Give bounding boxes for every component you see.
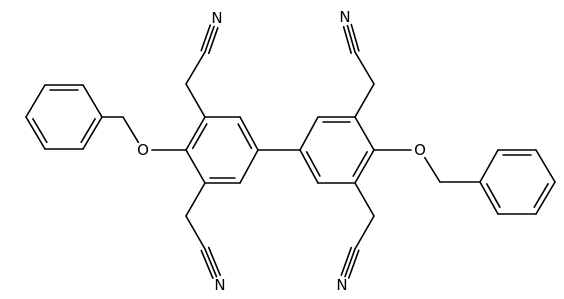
bond xyxy=(239,116,259,151)
bond xyxy=(185,83,206,118)
bond xyxy=(32,118,48,144)
bond xyxy=(185,116,206,151)
atom-label: N xyxy=(339,8,350,26)
bond xyxy=(239,149,259,184)
bond xyxy=(25,116,46,150)
atom-label: O xyxy=(137,141,149,159)
bond xyxy=(535,149,556,183)
bond xyxy=(346,24,356,53)
bond xyxy=(354,215,375,250)
bond xyxy=(479,181,499,215)
atom-label: N xyxy=(214,276,225,294)
bond xyxy=(80,118,96,144)
bond xyxy=(200,249,214,280)
bond xyxy=(305,151,321,177)
atom-label: N xyxy=(336,276,347,294)
bond xyxy=(485,183,501,208)
atom-label: O xyxy=(414,141,426,159)
bond xyxy=(191,123,208,150)
bond xyxy=(204,248,218,278)
bond xyxy=(237,123,253,150)
bond xyxy=(299,149,319,184)
bond xyxy=(348,249,360,279)
bond xyxy=(185,51,206,85)
bond xyxy=(82,116,103,150)
bond xyxy=(204,25,215,53)
bond xyxy=(423,156,441,183)
bond xyxy=(354,51,375,85)
bond xyxy=(344,248,356,278)
bond xyxy=(352,150,369,177)
atom-label: N xyxy=(211,9,222,27)
bond xyxy=(207,27,219,55)
bond xyxy=(340,246,353,276)
bond xyxy=(354,83,375,118)
bond xyxy=(185,149,206,184)
bond xyxy=(82,84,103,118)
bond xyxy=(299,116,319,151)
bond xyxy=(185,215,206,250)
bond xyxy=(533,183,549,209)
bond xyxy=(354,149,375,184)
bond xyxy=(354,116,375,151)
bond xyxy=(207,246,222,276)
bond xyxy=(535,181,556,215)
bond xyxy=(479,149,499,183)
bond xyxy=(342,25,352,54)
bond xyxy=(122,116,140,144)
bond xyxy=(25,84,46,118)
bond xyxy=(354,182,375,217)
bonds xyxy=(25,23,556,280)
bond xyxy=(350,23,360,52)
bond xyxy=(185,182,206,217)
bond xyxy=(200,24,212,52)
